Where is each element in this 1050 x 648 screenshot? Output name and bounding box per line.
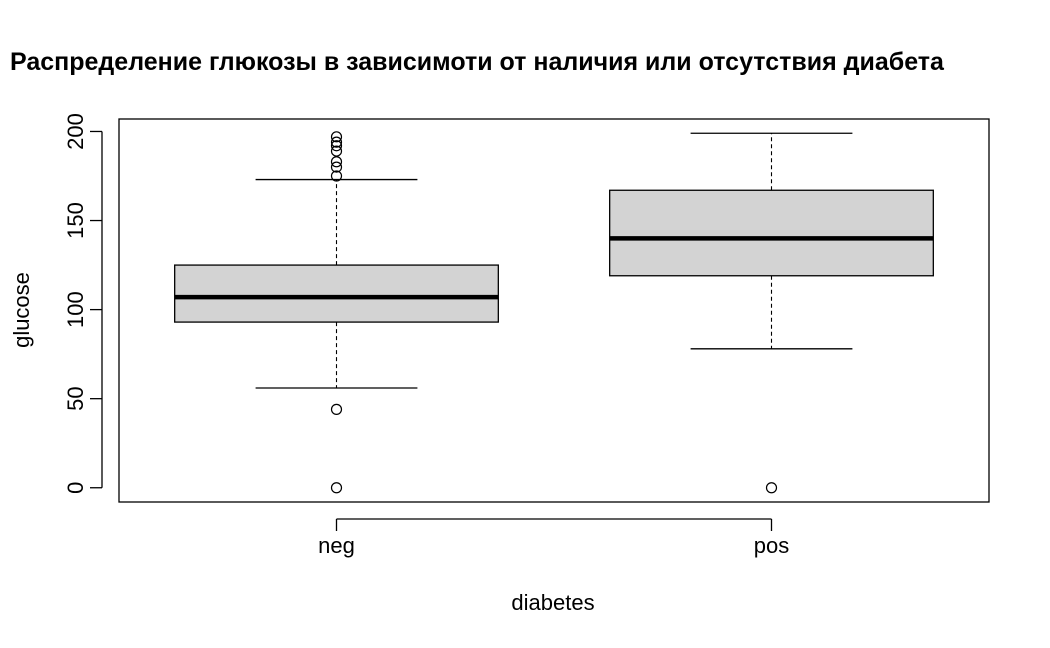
box-iqr — [609, 189, 934, 277]
x-tick-label-pos: pos — [754, 533, 789, 558]
outlier-point — [330, 136, 343, 148]
x-axis-label: diabetes — [511, 590, 594, 615]
y-tick-label: 200 — [63, 113, 88, 150]
outlier-point — [330, 145, 343, 157]
chart-title: Распределение глюкозы в зависимоти от на… — [10, 48, 945, 76]
y-tick-label: 0 — [63, 482, 88, 494]
y-axis: 0 50 100 150 200 — [63, 113, 103, 494]
outlier-point — [330, 161, 343, 173]
y-tick-label: 100 — [63, 291, 88, 328]
outlier-point — [330, 482, 343, 494]
outlier-point — [765, 482, 778, 494]
y-axis-label: glucose — [9, 272, 34, 348]
boxes-layer — [174, 131, 934, 494]
y-tick-label: 150 — [63, 202, 88, 239]
box-group-neg — [174, 131, 499, 494]
outlier-point — [330, 403, 343, 415]
x-axis: neg pos — [318, 518, 789, 558]
outlier-point — [330, 170, 343, 182]
outlier-point — [330, 156, 343, 168]
plot-frame — [118, 118, 990, 503]
box-group-pos — [609, 132, 934, 494]
x-tick-label-neg: neg — [318, 533, 355, 558]
box-iqr — [174, 264, 499, 323]
outlier-point — [330, 131, 343, 143]
outlier-point — [330, 140, 343, 152]
y-tick-label: 50 — [63, 386, 88, 410]
